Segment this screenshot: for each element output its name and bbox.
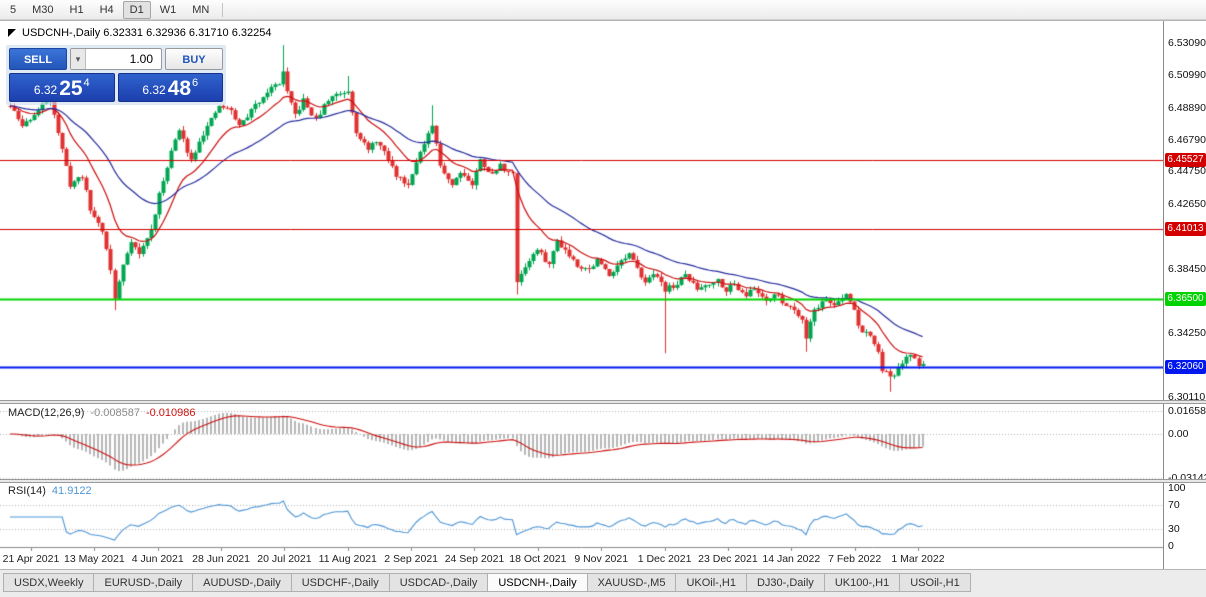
volume-dropdown-icon[interactable]: ▾ [71, 49, 86, 69]
date-label: 14 Jan 2022 [762, 553, 821, 565]
chart-tab-usdcad-daily[interactable]: USDCAD-,Daily [389, 573, 489, 592]
chart-tab-usdx-weekly[interactable]: USDX,Weekly [3, 573, 95, 592]
pane-splitter-rsi[interactable] [0, 479, 1206, 483]
hline-price-badge: 6.32060 [1165, 359, 1206, 374]
one-click-trading-panel: SELL ▾ 1.00 BUY 6.32 25 4 6.32 48 6 [6, 45, 226, 105]
rsi-indicator-label: RSI(14) 41.9122 [8, 485, 92, 497]
date-label: 1 Dec 2021 [637, 553, 692, 565]
price-axis-label: 6.48890 [1168, 101, 1206, 114]
chart-window: USDCNH-,Daily 6.32331 6.32936 6.31710 6.… [0, 20, 1206, 570]
rsi-axis-label: 0 [1168, 540, 1174, 552]
timeframe-button-h4[interactable]: H4 [99, 3, 114, 16]
macd-indicator-label: MACD(12,26,9) -0.008587 -0.010986 [8, 407, 196, 419]
chart-tab-usdchf-daily[interactable]: USDCHF-,Daily [291, 573, 390, 592]
sell-price-prefix: 6.32 [33, 83, 58, 97]
sell-price-pips: 25 [59, 77, 83, 100]
price-axis[interactable]: 6.53090 6.50990 6.48890 6.46790 6.44750 6.426… [1163, 21, 1206, 570]
macd-signal-value: -0.010986 [145, 407, 196, 419]
date-label: 21 Apr 2021 [2, 553, 60, 565]
chart-restore-icon[interactable] [8, 29, 16, 37]
date-label: 20 Jul 2021 [257, 553, 312, 565]
price-axis-label: 6.42650 [1168, 197, 1206, 210]
price-axis-label: 6.50990 [1168, 69, 1206, 82]
date-label: 4 Jun 2021 [131, 553, 184, 565]
rsi-value: 41.9122 [51, 485, 92, 497]
macd-axis-label: 0.00 [1168, 428, 1189, 440]
chart-tab-bar: USDX,Weekly EURUSD-,Daily AUDUSD-,Daily USD… [0, 569, 1206, 597]
volume-value: 1.00 [129, 52, 153, 66]
date-label: 7 Feb 2022 [828, 553, 882, 565]
hline-price-badge: 6.45527 [1165, 152, 1206, 167]
timeframe-buttons-group: 5 M30 H1 H4 D1 W1 MN [2, 0, 217, 19]
timeframe-button-mn[interactable]: MN [192, 3, 210, 16]
sell-button[interactable]: SELL [9, 48, 67, 70]
buy-button[interactable]: BUY [165, 48, 223, 70]
date-label: 11 Aug 2021 [318, 553, 377, 565]
date-label: 28 Jun 2021 [192, 553, 250, 565]
timeframe-button-h1[interactable]: H1 [69, 3, 84, 16]
price-axis-label: 6.34250 [1168, 327, 1206, 340]
timeframe-button-m30[interactable]: M30 [32, 3, 54, 16]
chart-tab-usoil-h1[interactable]: USOil-,H1 [900, 573, 971, 592]
hline-price-badge: 6.36500 [1165, 291, 1206, 306]
chart-tab-eurusd-daily[interactable]: EURUSD-,Daily [94, 573, 194, 592]
buy-price-display[interactable]: 6.32 48 6 [117, 73, 223, 102]
date-label: 23 Dec 2021 [698, 553, 758, 565]
chart-title: USDCNH-,Daily 6.32331 6.32936 6.31710 6.… [22, 27, 272, 39]
timeframe-button-5[interactable]: 5 [10, 3, 17, 16]
chart-tab-uk100-h1[interactable]: UK100-,H1 [824, 573, 901, 592]
date-label: 1 Mar 2022 [891, 553, 945, 565]
time-axis[interactable]: 21 Apr 2021 13 May 2021 4 Jun 2021 28 Jun 2… [0, 551, 1163, 570]
sell-price-point: 4 [83, 77, 90, 89]
chart-tab-ukoil-h1[interactable]: UKOil-,H1 [676, 573, 747, 592]
macd-axis-label: 0.01658 [1168, 405, 1206, 417]
date-label: 13 May 2021 [63, 553, 125, 565]
macd-name: MACD(12,26,9) [8, 407, 85, 419]
chart-header: USDCNH-,Daily 6.32331 6.32936 6.31710 6.… [8, 27, 272, 39]
pane-splitter-macd[interactable] [0, 400, 1206, 404]
chart-tab-xauusd-m5[interactable]: XAUUSD-,M5 [587, 573, 677, 592]
date-label: 2 Sep 2021 [384, 553, 438, 565]
buy-price-pips: 48 [167, 77, 192, 100]
date-label: 18 Oct 2021 [509, 553, 567, 565]
price-axis-label: 6.44750 [1168, 165, 1206, 178]
chart-tab-dj30-daily[interactable]: DJ30-,Daily [746, 573, 825, 592]
buy-price-prefix: 6.32 [142, 83, 166, 97]
timeframe-toolbar: 5 M30 H1 H4 D1 W1 MN [0, 0, 1206, 20]
sell-price-display[interactable]: 6.32 25 4 [9, 73, 115, 102]
chart-tab-audusd-daily[interactable]: AUDUSD-,Daily [193, 573, 292, 592]
price-axis-label: 6.53090 [1168, 37, 1206, 49]
price-axis-label: 6.46790 [1168, 134, 1206, 147]
timeframe-button-d1[interactable]: D1 [122, 0, 151, 19]
toolbar-divider [222, 2, 224, 17]
rsi-name: RSI(14) [8, 485, 46, 497]
rsi-axis-label: 70 [1168, 499, 1180, 512]
hline-price-badge: 6.41013 [1165, 222, 1206, 237]
price-axis-label: 6.38450 [1168, 262, 1206, 275]
rsi-axis-label: 100 [1168, 482, 1186, 494]
volume-input[interactable]: ▾ 1.00 [70, 48, 162, 70]
macd-main-value: -0.008587 [90, 407, 140, 419]
price-chart-plot-area[interactable] [0, 21, 1163, 570]
timeframe-button-w1[interactable]: W1 [159, 3, 177, 16]
buy-price-point: 6 [192, 77, 199, 89]
date-label: 24 Sep 2021 [444, 553, 505, 565]
date-label: 9 Nov 2021 [574, 553, 629, 565]
rsi-axis-label: 30 [1168, 522, 1180, 535]
chart-tab-usdcnh-daily[interactable]: USDCNH-,Daily [488, 573, 588, 592]
